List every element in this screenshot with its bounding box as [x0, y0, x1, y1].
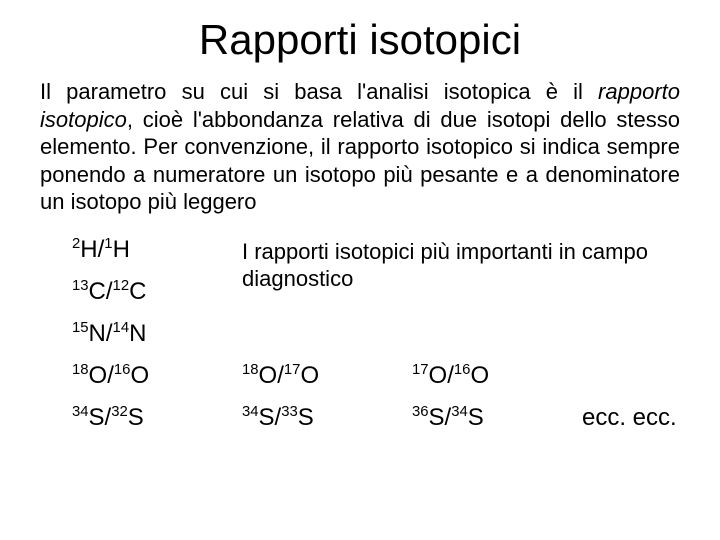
- ratio-s-2: 34S/33S: [242, 404, 402, 432]
- etc-text: ecc. ecc.: [582, 404, 680, 432]
- ratio-o-3: 17O/16O: [412, 362, 572, 390]
- para-pre: Il parametro su cui si basa l'analisi is…: [40, 79, 598, 104]
- ratio-c: 13C/12C: [72, 278, 232, 306]
- ratio-s-1: 34S/32S: [72, 404, 232, 432]
- slide: Rapporti isotopici Il parametro su cui s…: [0, 0, 720, 540]
- slide-title: Rapporti isotopici: [40, 16, 680, 64]
- ratios-grid: 2H/1H I rapporti isotopici più important…: [72, 236, 680, 432]
- ratio-s-3: 36S/34S: [412, 404, 572, 432]
- ratio-o-2: 18O/17O: [242, 362, 402, 390]
- intro-paragraph: Il parametro su cui si basa l'analisi is…: [40, 78, 680, 216]
- para-post: , cioè l'abbondanza relativa di due isot…: [40, 107, 680, 215]
- note-text: I rapporti isotopici più importanti in c…: [242, 236, 680, 293]
- ratio-n: 15N/14N: [72, 320, 232, 348]
- ratio-o-1: 18O/16O: [72, 362, 232, 390]
- ratio-h: 2H/1H: [72, 236, 232, 264]
